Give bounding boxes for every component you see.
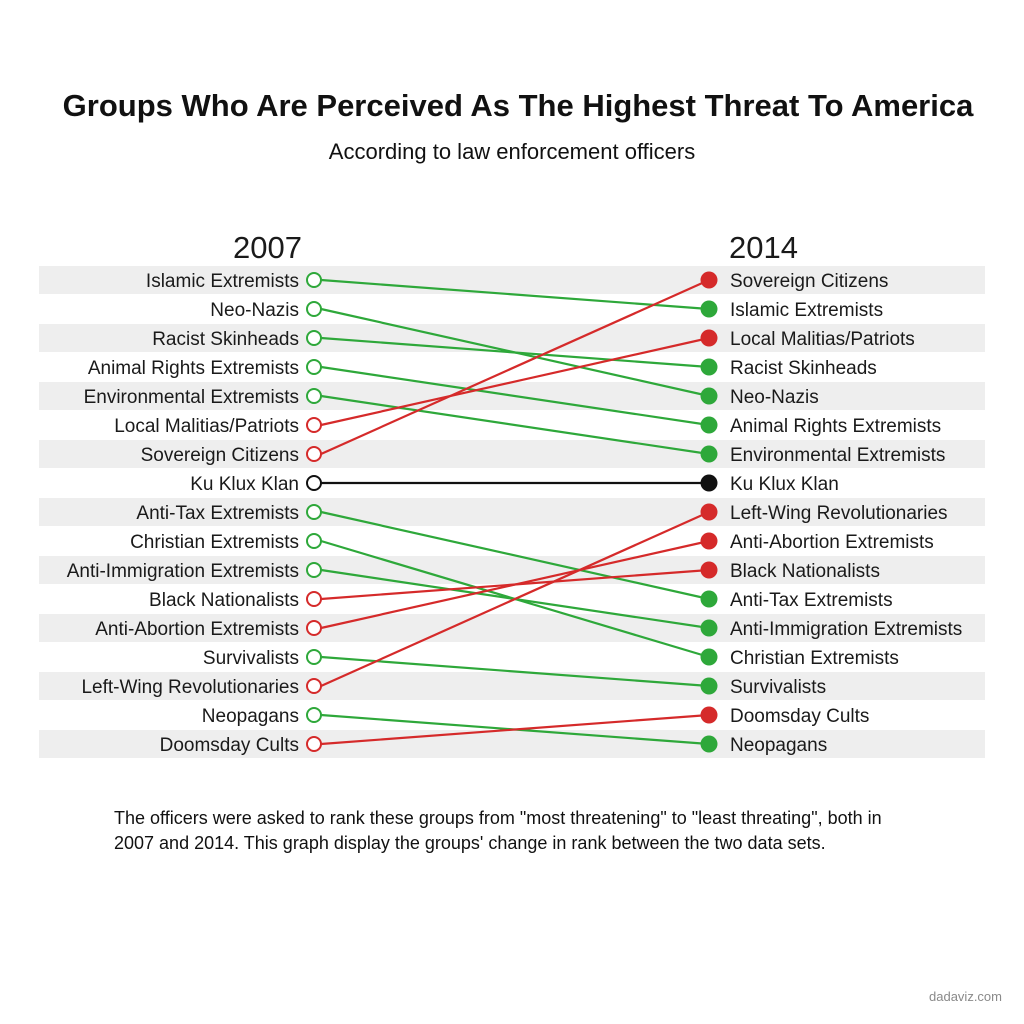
row-stripe	[39, 614, 985, 642]
slope-lines	[320, 278, 710, 746]
row-stripe	[39, 498, 985, 526]
marker-2007	[306, 678, 322, 694]
marker-2014	[700, 474, 718, 492]
slope-line	[320, 713, 710, 746]
slope-line	[320, 510, 710, 601]
marker-2007	[306, 417, 322, 433]
slope-line	[320, 278, 710, 311]
marker-2014	[700, 329, 718, 347]
slope-line	[320, 278, 710, 456]
marker-2007	[306, 562, 322, 578]
label-2007: Islamic Extremists	[146, 271, 299, 292]
slope-line	[320, 655, 710, 688]
marker-2007	[306, 301, 322, 317]
label-2007: Left-Wing Revolutionaries	[81, 677, 299, 698]
marker-2014	[700, 706, 718, 724]
label-2007: Christian Extremists	[130, 532, 299, 553]
year-2014-label: 2014	[729, 230, 798, 265]
label-2007: Anti-Abortion Extremists	[95, 619, 299, 640]
label-2007: Animal Rights Extremists	[88, 358, 299, 379]
label-2014: Black Nationalists	[730, 561, 880, 582]
marker-2014	[700, 503, 718, 521]
marker-2007	[306, 388, 322, 404]
marker-2007	[306, 475, 322, 491]
label-2014: Christian Extremists	[730, 648, 899, 669]
slope-line	[320, 394, 710, 456]
marker-2007	[306, 707, 322, 723]
marker-2014	[700, 532, 718, 550]
marker-2014	[700, 300, 718, 318]
label-2007: Anti-Immigration Extremists	[67, 561, 299, 582]
row-stripe	[39, 324, 985, 352]
rank-markers	[306, 271, 718, 753]
slope-line	[320, 336, 710, 427]
label-2007: Local Malitias/Patriots	[114, 416, 299, 437]
year-2007-label: 2007	[233, 230, 302, 265]
slope-line	[320, 539, 710, 630]
row-stripe	[39, 730, 985, 758]
row-stripe	[39, 440, 985, 468]
marker-2014	[700, 358, 718, 376]
row-stripe	[39, 556, 985, 584]
label-2007: Survivalists	[203, 648, 299, 669]
label-2014: Anti-Abortion Extremists	[730, 532, 934, 553]
marker-2014	[700, 677, 718, 695]
row-stripe	[39, 672, 985, 700]
source-credit: dadaviz.com	[929, 989, 1002, 1004]
label-2014: Sovereign Citizens	[730, 271, 888, 292]
marker-2014	[700, 561, 718, 579]
marker-2007	[306, 359, 322, 375]
label-2007: Environmental Extremists	[84, 387, 299, 408]
marker-2007	[306, 504, 322, 520]
label-2014: Neopagans	[730, 735, 827, 756]
footnote: The officers were asked to rank these gr…	[114, 808, 882, 853]
group-labels: Islamic Extremists Islamic Extremists Neo-…	[67, 271, 963, 756]
row-stripe	[39, 266, 985, 294]
marker-2007	[306, 736, 322, 752]
marker-2014	[700, 387, 718, 405]
label-2007: Doomsday Cults	[160, 735, 299, 756]
marker-2014	[700, 445, 718, 463]
label-2014: Anti-Tax Extremists	[730, 590, 893, 611]
chart-title: Groups Who Are Perceived As The Highest …	[62, 88, 974, 123]
label-2007: Anti-Tax Extremists	[136, 503, 299, 524]
label-2014: Left-Wing Revolutionaries	[730, 503, 948, 524]
label-2014: Neo-Nazis	[730, 387, 819, 408]
label-2014: Anti-Immigration Extremists	[730, 619, 962, 640]
label-2007: Sovereign Citizens	[141, 445, 299, 466]
label-2007: Neo-Nazis	[210, 300, 299, 321]
marker-2007	[306, 649, 322, 665]
label-2014: Islamic Extremists	[730, 300, 883, 321]
label-2014: Ku Klux Klan	[730, 474, 839, 495]
slope-line	[320, 336, 710, 369]
label-2014: Racist Skinheads	[730, 358, 877, 379]
chart-subtitle: According to law enforcement officers	[328, 139, 696, 164]
marker-2007	[306, 446, 322, 462]
marker-2007	[306, 272, 322, 288]
slope-line	[320, 510, 710, 688]
marker-2007	[306, 620, 322, 636]
label-2007: Black Nationalists	[149, 590, 299, 611]
label-2007: Racist Skinheads	[152, 329, 299, 350]
label-2014: Survivalists	[730, 677, 826, 698]
marker-2014	[700, 648, 718, 666]
marker-2014	[700, 416, 718, 434]
label-2014: Environmental Extremists	[730, 445, 945, 466]
marker-2007	[306, 330, 322, 346]
label-2014: Local Malitias/Patriots	[730, 329, 915, 350]
marker-2014	[700, 735, 718, 753]
label-2014: Animal Rights Extremists	[730, 416, 941, 437]
label-2007: Neopagans	[202, 706, 299, 727]
marker-2007	[306, 533, 322, 549]
marker-2007	[306, 591, 322, 607]
marker-2014	[700, 619, 718, 637]
marker-2014	[700, 590, 718, 608]
label-2007: Ku Klux Klan	[190, 474, 299, 495]
marker-2014	[700, 271, 718, 289]
slope-line	[320, 365, 710, 427]
label-2014: Doomsday Cults	[730, 706, 869, 727]
